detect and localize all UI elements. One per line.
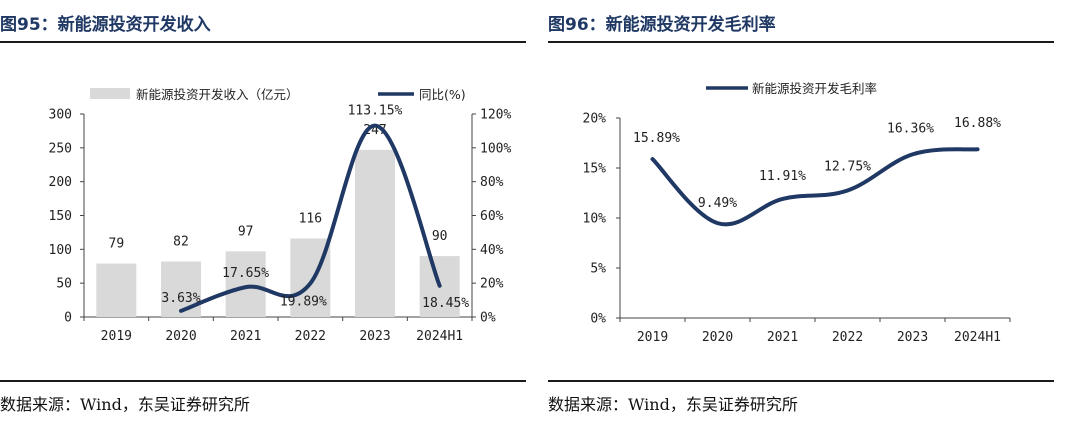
x-tick-label: 2020 xyxy=(165,329,196,344)
margin-data-label: 9.49% xyxy=(698,196,737,211)
y-tick-label: 15% xyxy=(583,162,607,177)
right-y-tick-label: 80% xyxy=(480,175,504,190)
x-tick-label: 2023 xyxy=(897,330,928,345)
revenue-bar xyxy=(355,149,395,317)
yoy-data-label: 113.15% xyxy=(348,104,403,119)
right-figure-title: 图96：新能源投资开发毛利率 xyxy=(548,15,776,35)
legend-bar-swatch xyxy=(90,88,130,99)
x-tick-label: 2022 xyxy=(832,330,863,345)
left-y-tick-label: 250 xyxy=(49,141,72,156)
right-bottom-rule xyxy=(548,380,1054,382)
left-bottom-rule xyxy=(0,380,526,382)
margin-data-label: 16.36% xyxy=(887,121,934,136)
margin-data-label: 16.88% xyxy=(954,116,1001,131)
x-tick-label: 2019 xyxy=(637,330,668,345)
right-figure-panel: 图96：新能源投资开发毛利率 新能源投资开发毛利率 0% 5% 10% 15% 20% 20… xyxy=(548,0,1054,428)
margin-data-label: 15.89% xyxy=(633,131,680,146)
x-tick-label: 2024H1 xyxy=(954,330,1001,345)
margin-data-label: 12.75% xyxy=(824,160,871,175)
x-tick-label: 2021 xyxy=(767,330,798,345)
y-tick-label: 10% xyxy=(583,212,607,227)
left-source-note: 数据来源：Wind，东吴证券研究所 xyxy=(0,395,250,414)
left-y-tick-label: 0 xyxy=(64,311,72,326)
left-y-tick-label: 300 xyxy=(49,108,72,123)
left-y-tick-label: 50 xyxy=(56,277,72,292)
x-tick-label: 2020 xyxy=(702,330,733,345)
left-figure-panel: 图95：新能源投资开发收入 新能源投资开发收入（亿元） 同比(%) 0 50 100 15… xyxy=(0,0,526,428)
right-y-tick-label: 0% xyxy=(480,311,496,326)
revenue-bar-label: 79 xyxy=(109,237,125,252)
left-y-tick-label: 200 xyxy=(49,175,72,190)
x-tick-label: 2022 xyxy=(295,329,326,344)
margin-line xyxy=(650,147,980,227)
yoy-data-label: 17.65% xyxy=(222,266,269,281)
yoy-data-label: 3.63% xyxy=(161,291,200,306)
y-tick-label: 5% xyxy=(590,262,606,277)
x-tick-label: 2019 xyxy=(101,329,132,344)
x-tick-label: 2021 xyxy=(230,329,261,344)
legend-bar-label: 新能源投资开发收入（亿元） xyxy=(136,87,299,102)
legend-line-label: 新能源投资开发毛利率 xyxy=(752,81,877,96)
revenue-bar-label: 82 xyxy=(173,235,189,250)
revenue-bar-label: 116 xyxy=(299,212,322,227)
right-y-tick-label: 20% xyxy=(480,277,504,292)
legend-line-label: 同比(%) xyxy=(419,87,466,102)
yoy-data-label: 18.45% xyxy=(422,296,469,311)
revenue-bar xyxy=(225,251,266,317)
yoy-line xyxy=(179,123,442,313)
left-y-tick-label: 100 xyxy=(49,243,72,258)
yoy-data-label: 19.89% xyxy=(280,294,327,309)
revenue-bar-label: 90 xyxy=(432,229,448,244)
right-y-tick-label: 100% xyxy=(480,141,511,156)
right-y-tick-label: 60% xyxy=(480,209,504,224)
right-y-tick-label: 120% xyxy=(480,108,511,123)
margin-data-label: 11.91% xyxy=(759,169,806,184)
margin-chart: 新能源投资开发毛利率 0% 5% 10% 15% 20% 2019 2020 2021 2022 2… xyxy=(583,81,1011,345)
right-source-note: 数据来源：Wind，东吴证券研究所 xyxy=(548,395,798,414)
y-tick-label: 0% xyxy=(590,312,606,327)
revenue-chart: 新能源投资开发收入（亿元） 同比(%) 0 50 100 150 200 250 300 0% 20… xyxy=(49,87,512,344)
left-figure-title: 图95：新能源投资开发收入 xyxy=(0,15,211,35)
right-y-tick-label: 40% xyxy=(480,243,504,258)
x-tick-label: 2024H1 xyxy=(416,329,463,344)
x-tick-label: 2023 xyxy=(359,329,390,344)
revenue-bar xyxy=(161,261,201,317)
y-tick-label: 20% xyxy=(583,112,607,127)
left-y-tick-label: 150 xyxy=(49,209,72,224)
right-top-rule xyxy=(548,41,1054,43)
revenue-bar-label: 97 xyxy=(238,224,254,239)
revenue-bar xyxy=(96,263,137,317)
left-top-rule xyxy=(0,41,526,43)
